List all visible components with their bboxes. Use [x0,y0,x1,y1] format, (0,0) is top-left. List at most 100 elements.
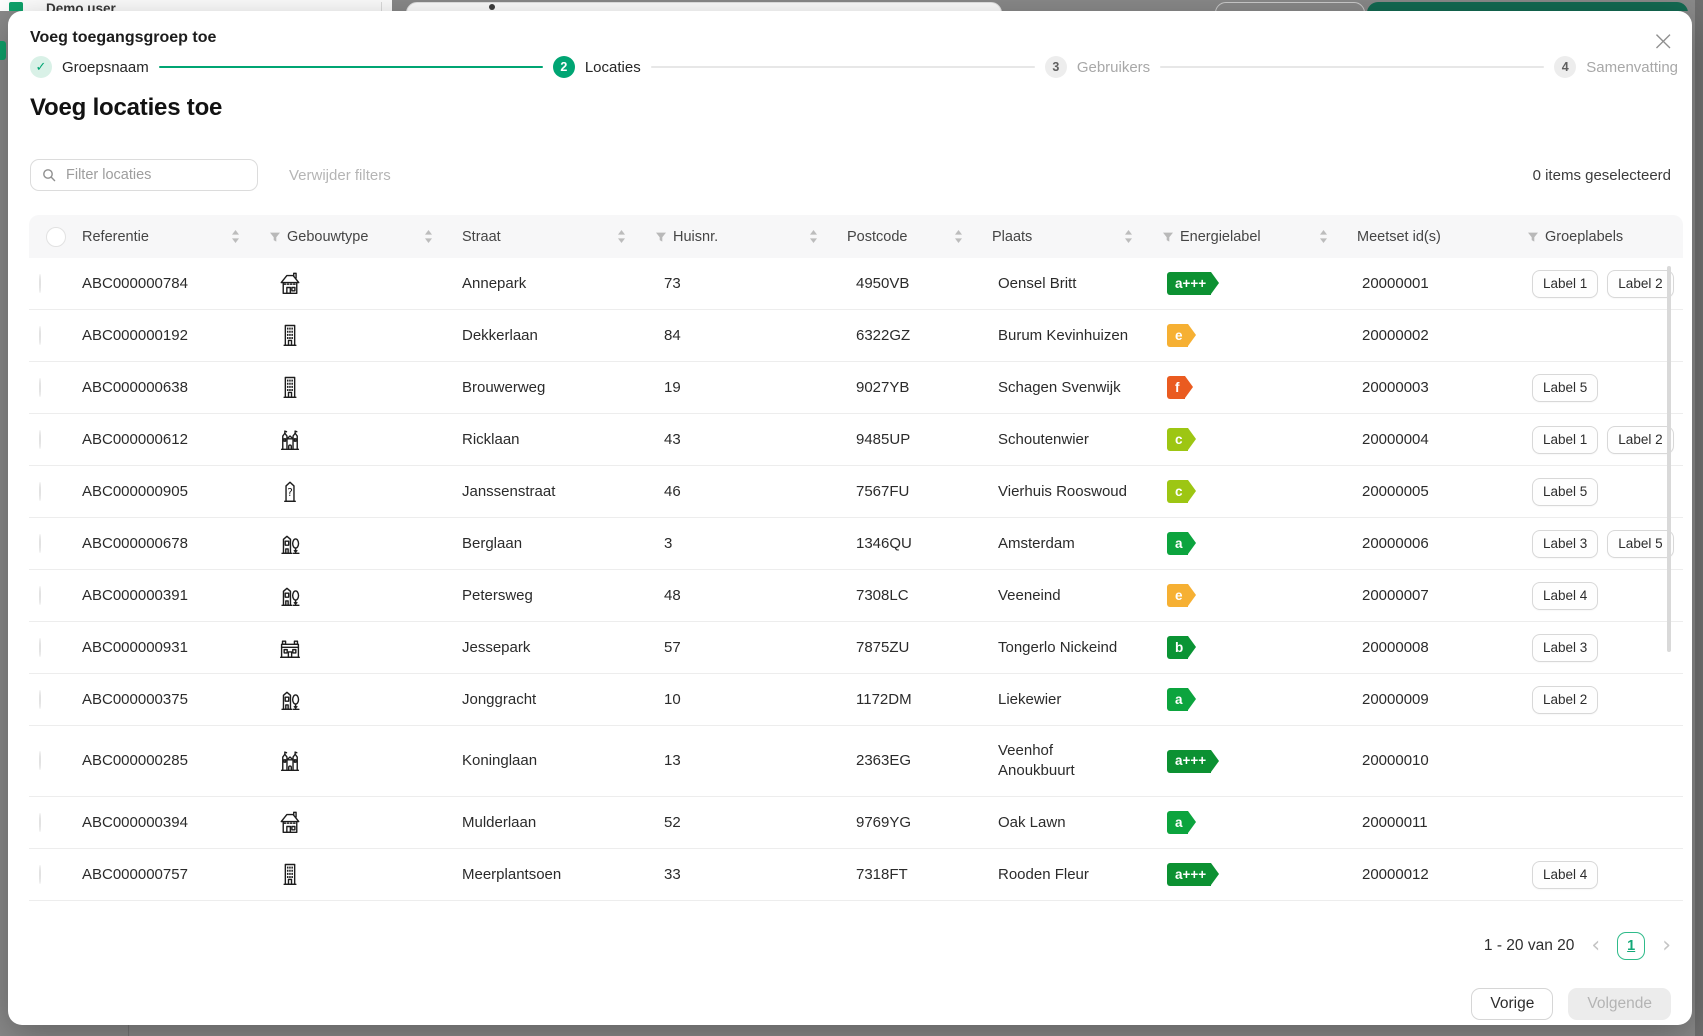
cell-straat: Janssenstraat [462,482,556,500]
cell-select [29,429,75,450]
apartment-icon [276,374,455,402]
table-row: ABC000000285 Koninglaan 13 2363EG Veenhof An… [29,726,1683,797]
next-page-icon[interactable]: › [1662,933,1671,958]
previous-step-button[interactable]: Vorige [1471,988,1554,1020]
group-label-list: Label 5 [1520,373,1683,402]
step-connector [1160,66,1545,68]
pagination-summary: 1 - 20 van 20 [1483,937,1575,954]
cell-select [29,585,75,606]
row-checkbox[interactable] [39,325,41,345]
sort-icon[interactable] [617,229,626,244]
sort-icon[interactable] [424,229,433,244]
cell-plaats: Burum Kevinhuizen [998,326,1129,344]
cell-select [29,377,75,398]
cell-meetset: 20000004 [1362,430,1429,448]
cell-plaats: Oak Lawn [998,813,1066,831]
cell-referentie: ABC000000931 [82,638,188,656]
sort-icon[interactable] [1319,229,1328,244]
wizard-step-groepsnaam[interactable]: ✓ Groepsnaam [30,56,149,78]
group-label-chip: Label 3 [1532,529,1599,558]
row-checkbox[interactable] [39,273,41,293]
row-checkbox[interactable] [39,377,41,397]
cell-referentie: ABC000000391 [82,586,188,604]
table-scrollbar[interactable] [1667,266,1671,652]
row-checkbox[interactable] [39,637,41,657]
filter-locations-input[interactable] [64,166,246,184]
cell-plaats: Veeneind [998,586,1061,604]
filter-search-box[interactable] [30,159,258,191]
cell-gebouwtype [262,853,455,897]
close-icon[interactable]: × [1648,23,1679,59]
sort-icon[interactable] [1124,229,1133,244]
table-row: ABC000000391 Petersweg 48 7308LC Veeneind e 20… [29,570,1683,622]
filter-funnel-icon[interactable] [655,231,667,243]
cell-meetset: 20000003 [1362,378,1429,396]
cell-referentie: ABC000000757 [82,865,188,883]
cell-gebouwtype [262,262,455,306]
cell-energielabel: c [1155,420,1350,459]
step-connector [650,66,1035,68]
filter-funnel-icon[interactable] [1527,231,1539,243]
cell-postcode: 4950VB [856,274,910,292]
cell-huisnr: 52 [664,813,681,831]
column-label: Groeplabels [1545,228,1624,245]
add-access-group-modal: Voeg toegangsgroep toe × ✓ Groepsnaam 2 Loc… [8,11,1692,1025]
previous-page-icon[interactable]: ‹ [1591,933,1601,958]
filter-funnel-icon[interactable] [1162,231,1174,243]
cell-energielabel: c [1155,472,1350,511]
row-checkbox[interactable] [39,533,41,553]
column-label: Huisnr. [673,228,719,245]
page-number-button[interactable]: 1 [1617,932,1646,960]
group-label-chip: Label 5 [1607,529,1674,558]
cell-huisnr: 43 [664,430,681,448]
sort-icon[interactable] [809,229,818,244]
cell-groeplabels: Label 2 [1520,678,1683,722]
select-all-checkbox[interactable] [46,226,66,247]
filter-funnel-icon[interactable] [269,231,281,243]
cell-plaats: Schagen Svenwijk [998,378,1121,396]
next-step-button[interactable]: Volgende [1568,988,1671,1020]
energy-label-tag: a [1167,688,1195,711]
row-checkbox[interactable] [39,689,41,709]
row-checkbox[interactable] [39,812,41,832]
cell-straat: Petersweg [462,586,533,604]
cell-groeplabels [1520,328,1683,344]
clear-filters-link[interactable]: Verwijder filters [289,166,391,184]
sort-icon[interactable] [231,229,240,244]
step-label: Groepsnaam [62,58,149,76]
energy-label-tag: a+++ [1167,749,1220,773]
row-checkbox[interactable] [39,481,41,501]
column-header-meetset-id-s-: Meetset id(s) [1350,229,1520,245]
wizard-step-gebruikers[interactable]: 3 Gebruikers [1044,56,1150,78]
wizard-step-samenvatting[interactable]: 4 Samenvatting [1554,56,1678,78]
page-scrollbar[interactable] [1695,0,1703,1036]
cell-select [29,273,75,294]
building-tree-icon [276,686,455,714]
row-checkbox[interactable] [39,585,41,605]
cell-postcode: 9027YB [856,378,910,396]
group-label-chip: Label 4 [1532,860,1599,889]
column-label: Meetset id(s) [1357,228,1441,245]
table-row: ABC000000757 Meerplantsoen 33 7318FT Rooden … [29,849,1683,901]
house-icon [276,809,455,837]
cell-meetset: 20000001 [1362,274,1429,292]
cell-meetset: 20000008 [1362,638,1429,656]
group-label-list: Label 4 [1520,860,1683,889]
row-checkbox[interactable] [39,429,41,449]
cell-huisnr: 48 [664,586,681,604]
wizard-stepper: ✓ Groepsnaam 2 Locaties 3 Gebruikers 4 Samenvat… [30,55,1678,79]
cell-energielabel: e [1155,316,1350,355]
sort-icon[interactable] [954,229,963,244]
row-checkbox[interactable] [39,751,41,770]
church-icon [276,426,455,454]
column-label: Energielabel [1180,228,1261,245]
divider [381,2,382,11]
wizard-step-locaties[interactable]: 2 Locaties [552,56,641,78]
table-header-row: Referentie Gebouwtype Straat Huisnr. Postcod… [29,215,1683,258]
row-checkbox[interactable] [39,864,41,884]
cell-meetset: 20000007 [1362,586,1429,604]
cell-meetset: 20000009 [1362,690,1429,708]
column-label: Gebouwtype [287,228,369,245]
table-row: ABC000000612 Ricklaan 43 9485UP Schoutenwier… [29,414,1683,466]
cell-energielabel: a [1155,680,1350,719]
